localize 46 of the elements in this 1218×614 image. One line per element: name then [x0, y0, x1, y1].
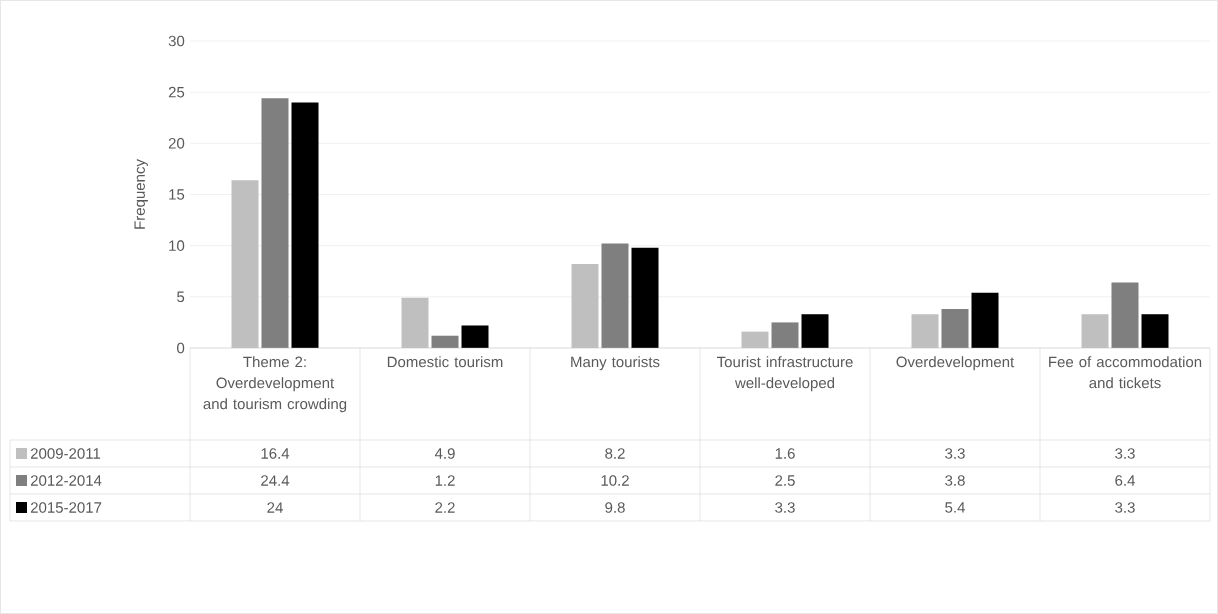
data-label: 3.8: [945, 475, 965, 486]
bar: [291, 102, 319, 348]
x-tick-label: Domestic tourism: [387, 356, 503, 368]
y-tick-label: 20: [168, 138, 185, 149]
y-tick-label: 0: [177, 342, 185, 354]
legend-label: 2015-2017: [30, 502, 102, 513]
data-label: 24.4: [261, 475, 290, 486]
bar: [801, 314, 829, 348]
data-label: 24: [267, 502, 283, 513]
data-label: 8.2: [605, 448, 625, 459]
legend-label: 2009-2011: [30, 448, 101, 459]
y-tick-label: 5: [177, 291, 185, 303]
data-label: 4.9: [434, 448, 455, 459]
x-tick-label: Fee of accommodation and tickets: [1049, 356, 1202, 389]
data-label: 3.3: [1115, 502, 1135, 513]
y-tick-label: 15: [169, 189, 185, 200]
bar: [941, 309, 969, 348]
x-tick-label: Theme 2: Overdevelopment and tourism crowding: [203, 356, 347, 413]
data-label: 1.2: [435, 475, 455, 486]
bar: [971, 292, 999, 348]
data-label: 3.3: [775, 502, 795, 513]
bar: [1111, 282, 1139, 348]
y-tick-label: 25: [168, 86, 185, 98]
bar: [631, 247, 659, 348]
bar: [261, 98, 289, 348]
data-label: 6.4: [1115, 475, 1135, 486]
data-label: 5.4: [945, 502, 965, 513]
data-label: 10.2: [601, 475, 629, 486]
data-label: 9.8: [605, 502, 625, 513]
bar: [1141, 314, 1169, 348]
y-tick-label: 10: [169, 240, 185, 251]
x-tick-label: Tourist infrastructure well-developed: [716, 356, 853, 392]
data-label: 3.3: [945, 448, 965, 459]
x-tick-label: Overdevelopment: [896, 356, 1015, 371]
y-axis-title: Frequency: [134, 159, 148, 229]
legend-label: 2012-2014: [30, 475, 102, 486]
data-label: 1.6: [775, 448, 795, 459]
bar: [771, 322, 799, 348]
data-label: 3.3: [1115, 448, 1135, 459]
bar: [601, 243, 629, 348]
x-tick-label: Many tourists: [571, 356, 660, 371]
data-label: 2.2: [435, 502, 455, 513]
y-tick-label: 30: [168, 35, 185, 47]
data-label: 16.4: [261, 448, 290, 459]
data-label: 2.5: [775, 475, 795, 486]
bar: [461, 325, 489, 348]
